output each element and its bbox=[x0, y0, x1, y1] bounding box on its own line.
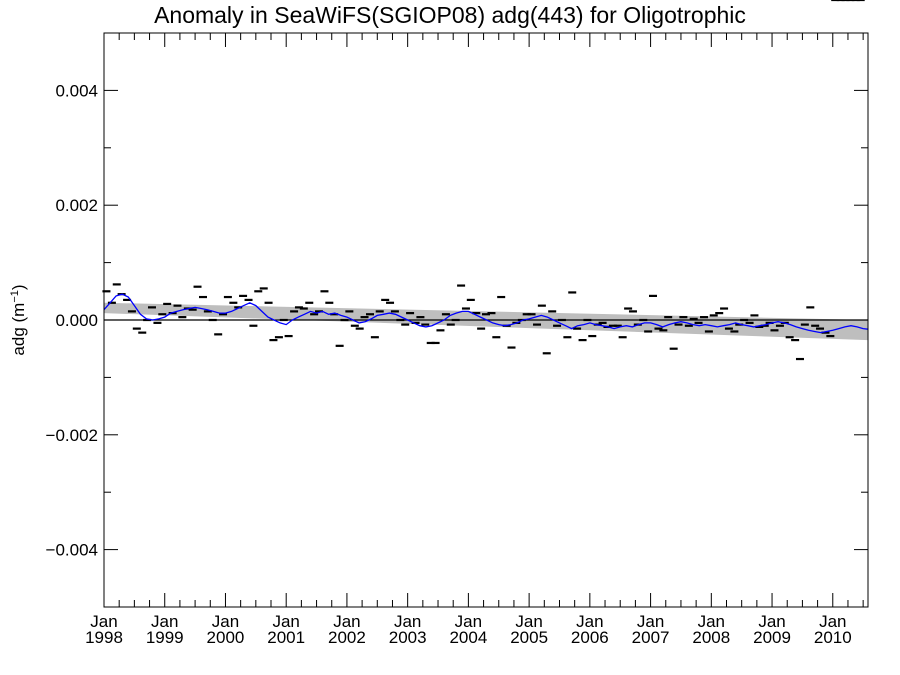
x-tick-label-year: 1998 bbox=[85, 628, 123, 647]
x-tick-label-year: 2005 bbox=[510, 628, 548, 647]
x-tick-label-year: 2007 bbox=[632, 628, 670, 647]
x-tick-label-month: Jan bbox=[819, 612, 846, 631]
x-tick-label-month: Jan bbox=[515, 612, 542, 631]
x-tick-label-year: 2002 bbox=[328, 628, 366, 647]
x-tick-label-month: Jan bbox=[151, 612, 178, 631]
y-axis-label-exponent: −1 bbox=[9, 290, 21, 303]
x-tick-label-year: 1999 bbox=[146, 628, 184, 647]
x-tick-label-month: Jan bbox=[333, 612, 360, 631]
x-tick-label-year: 2006 bbox=[571, 628, 609, 647]
x-tick-label-year: 2010 bbox=[814, 628, 852, 647]
x-tick-label-month: Jan bbox=[698, 612, 725, 631]
running-mean-layer bbox=[103, 293, 869, 334]
x-tick-label-month: Jan bbox=[90, 612, 117, 631]
x-tick-label-month: Jan bbox=[394, 612, 421, 631]
y-axis-label-main: adg (m bbox=[9, 303, 28, 356]
x-tick-label-month: Jan bbox=[758, 612, 785, 631]
x-tick-label-year: 2001 bbox=[267, 628, 305, 647]
monthly-anomaly-layer bbox=[102, 0, 865, 361]
x-tick-label-year: 2008 bbox=[692, 628, 730, 647]
x-tick-label-year: 2004 bbox=[449, 628, 487, 647]
x-tick-label-month: Jan bbox=[212, 612, 239, 631]
x-tick-label-year: 2000 bbox=[207, 628, 245, 647]
chart-title: Anomaly in SeaWiFS(SGIOP08) adg(443) for… bbox=[154, 2, 746, 28]
y-tick-label: 0.002 bbox=[55, 196, 98, 215]
x-tick-label-month: Jan bbox=[272, 612, 299, 631]
y-axis-label: adg (m−1) bbox=[9, 284, 28, 355]
y-tick-label: 0.000 bbox=[55, 311, 98, 330]
x-tick-label-month: Jan bbox=[637, 612, 664, 631]
y-tick-label: −0.002 bbox=[46, 426, 98, 445]
x-tick-label-year: 2003 bbox=[389, 628, 427, 647]
axes-layer: −0.004−0.0020.0000.0020.004Jan1998Jan199… bbox=[46, 32, 869, 647]
running-mean-line bbox=[103, 293, 869, 334]
x-tick-label-year: 2009 bbox=[753, 628, 791, 647]
y-axis-label-close: ) bbox=[9, 284, 28, 290]
x-tick-label-month: Jan bbox=[455, 612, 482, 631]
y-tick-label: −0.004 bbox=[46, 541, 98, 560]
x-tick-label-month: Jan bbox=[576, 612, 603, 631]
y-tick-label: 0.004 bbox=[55, 81, 98, 100]
